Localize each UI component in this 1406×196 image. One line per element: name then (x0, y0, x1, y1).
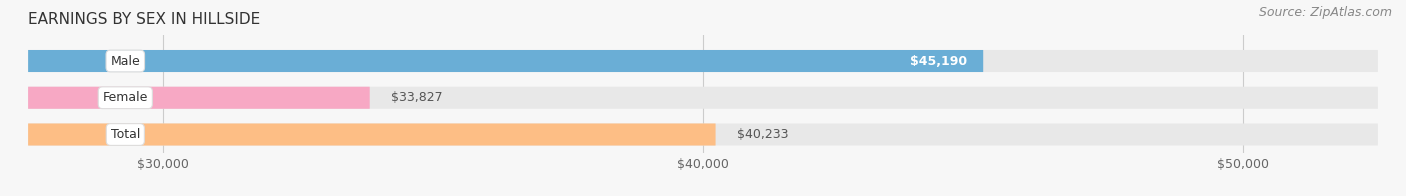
Text: Source: ZipAtlas.com: Source: ZipAtlas.com (1258, 6, 1392, 19)
Text: EARNINGS BY SEX IN HILLSIDE: EARNINGS BY SEX IN HILLSIDE (28, 12, 260, 27)
Text: Total: Total (111, 128, 141, 141)
FancyBboxPatch shape (28, 87, 1378, 109)
FancyBboxPatch shape (28, 123, 716, 145)
FancyBboxPatch shape (28, 50, 1378, 72)
Text: $40,233: $40,233 (737, 128, 789, 141)
Text: $45,190: $45,190 (910, 54, 967, 67)
Text: Female: Female (103, 91, 148, 104)
Text: $33,827: $33,827 (391, 91, 443, 104)
FancyBboxPatch shape (28, 50, 983, 72)
Text: Male: Male (111, 54, 141, 67)
FancyBboxPatch shape (28, 123, 1378, 145)
FancyBboxPatch shape (28, 87, 370, 109)
